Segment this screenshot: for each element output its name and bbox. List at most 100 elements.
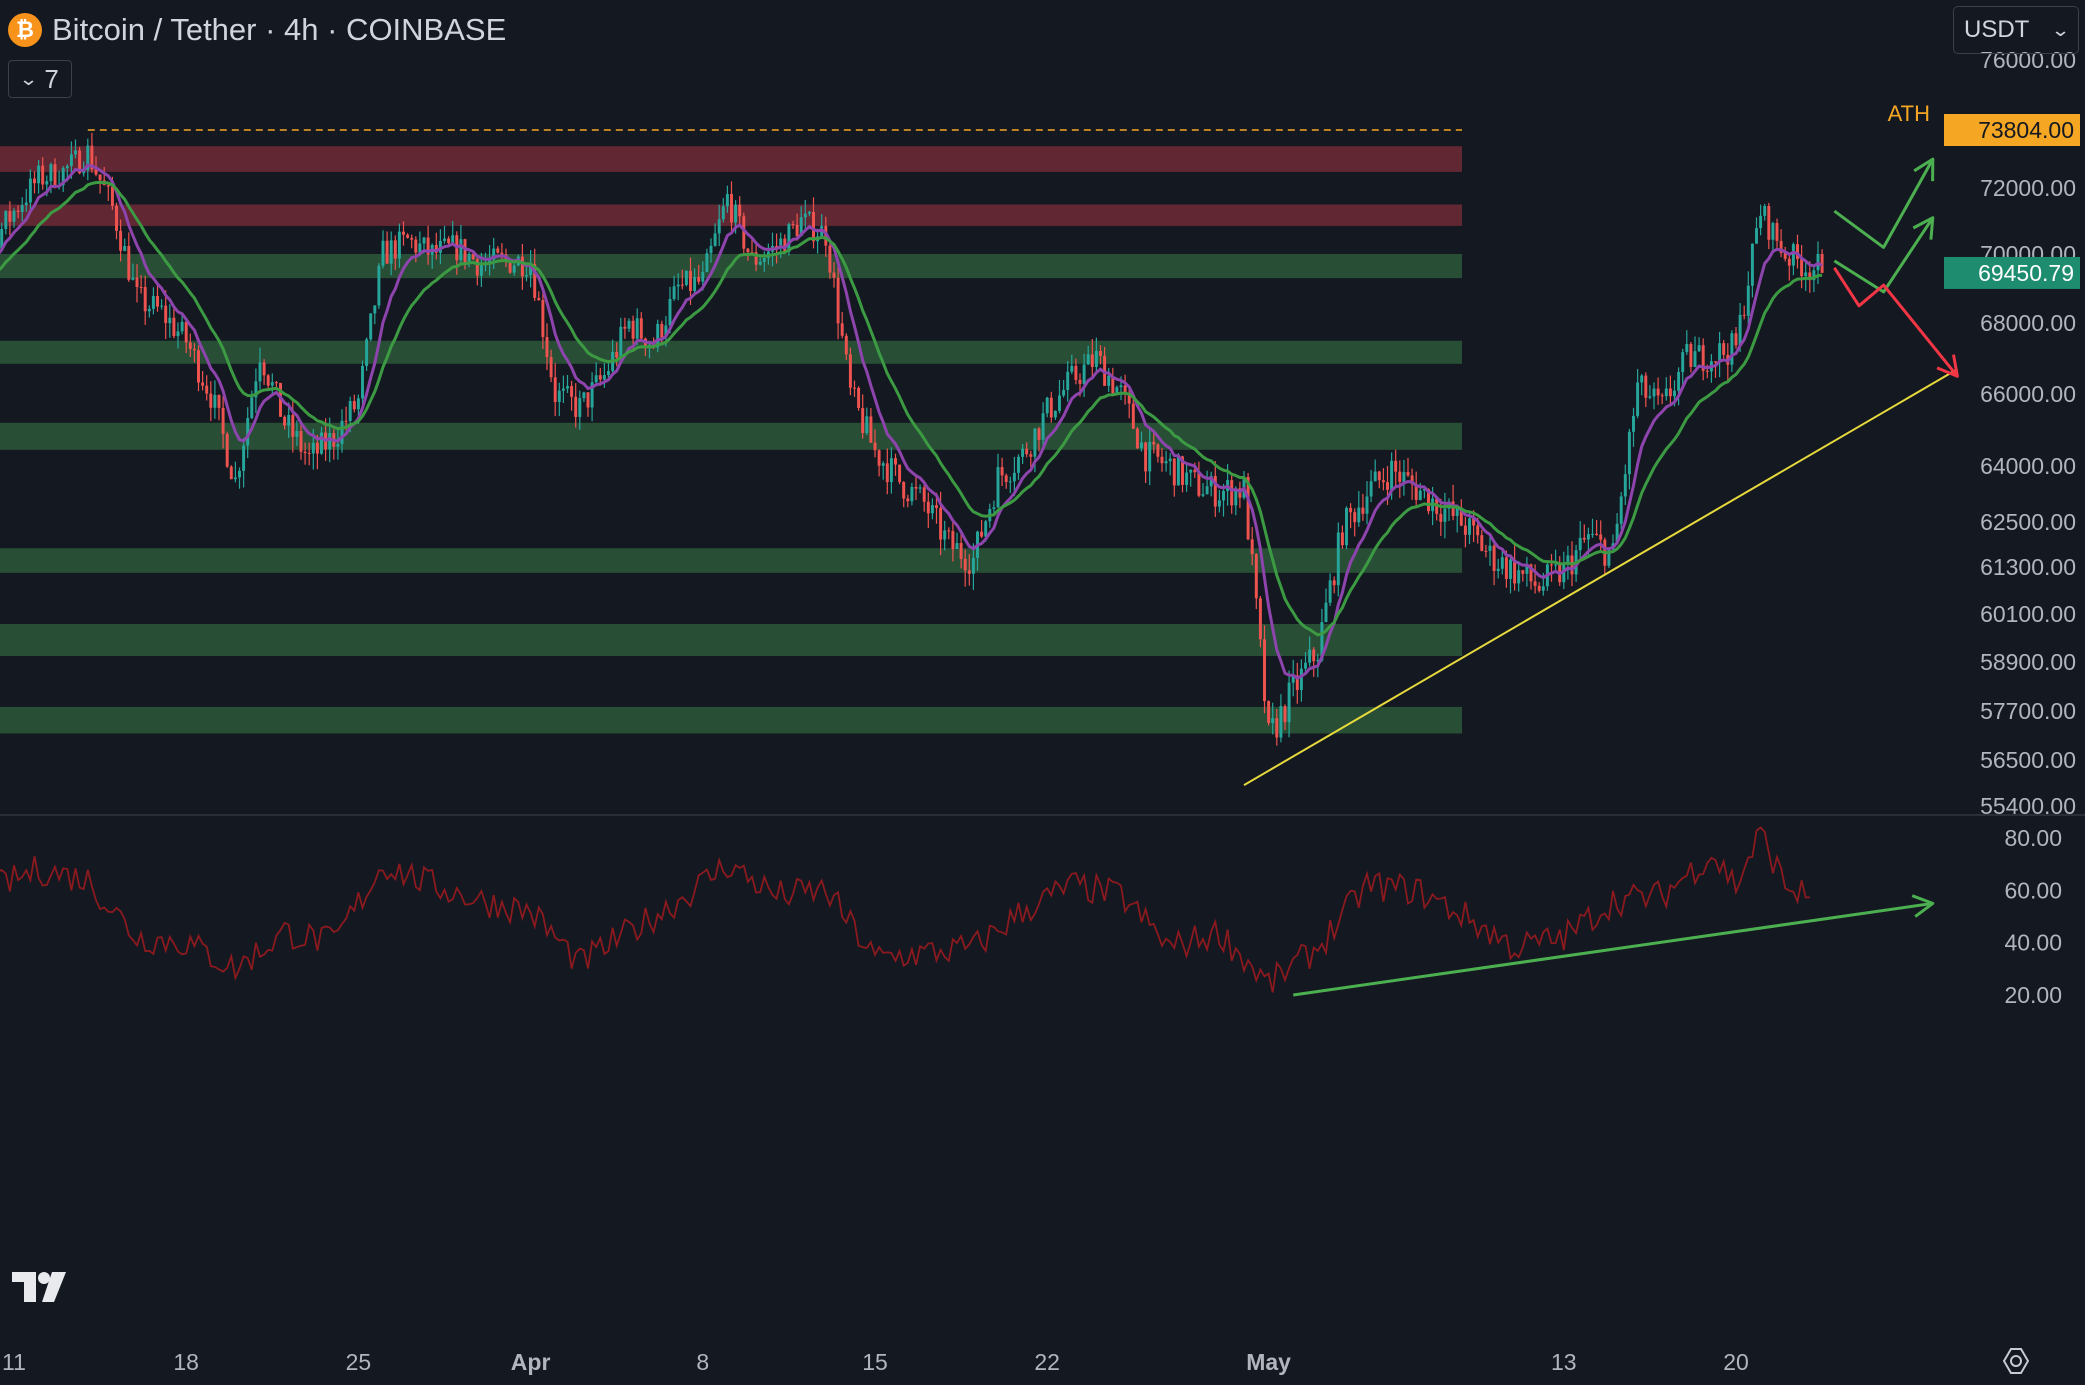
candle-body (16, 210, 20, 213)
candle-body (1045, 397, 1049, 414)
ema-fast-line (0, 163, 1823, 680)
last-price-badge-label: 69450.79 (1978, 260, 2074, 286)
time-tick-label: May (1246, 1349, 1291, 1375)
candle-body (574, 396, 578, 417)
candle-body (192, 348, 196, 351)
candle-body (20, 205, 24, 213)
price-tick-label: 62500.00 (1980, 509, 2076, 535)
candle-body (668, 299, 672, 326)
candle-body (1033, 428, 1037, 457)
rsi-tick-label: 20.00 (2004, 982, 2062, 1008)
candle-body (1488, 545, 1492, 551)
candle-body (1070, 365, 1074, 372)
candle-body (656, 323, 660, 348)
candle-body (303, 451, 307, 453)
candle-body (1299, 668, 1303, 691)
candle-body (139, 286, 143, 288)
candle-body (869, 416, 873, 443)
candle-body (1078, 379, 1082, 384)
candle-body (1008, 481, 1012, 483)
candle-body (393, 240, 397, 259)
candle-body (1705, 370, 1709, 372)
candle-body (541, 300, 545, 338)
indicators-collapse-button[interactable]: ⌄ 7 (8, 60, 72, 98)
candle-body (1332, 580, 1336, 586)
price-tick-label: 60100.00 (1980, 601, 2076, 627)
candle-body (586, 392, 590, 408)
rsi-layer (0, 814, 2085, 997)
candle-body (578, 398, 582, 417)
candle-body (299, 431, 303, 452)
candle-body (1504, 557, 1508, 579)
candle-body (717, 219, 721, 234)
candle-body (1427, 489, 1430, 512)
candle-body (1627, 431, 1631, 475)
candle-body (1062, 389, 1066, 396)
candle-body (664, 325, 668, 338)
candle-body (791, 224, 795, 226)
trendline (1243, 368, 1958, 786)
candle-body (1312, 649, 1316, 662)
candle-body (238, 470, 241, 478)
symbol-header[interactable]: ₿ Bitcoin / Tether · 4h · COINBASE (8, 8, 506, 52)
candle-body (783, 238, 787, 252)
candle-body (1099, 350, 1102, 356)
indicator-count: 7 (44, 63, 59, 94)
candle-body (233, 477, 237, 480)
candle-body (508, 259, 512, 273)
candle-body (1197, 472, 1201, 496)
candle-body (529, 263, 533, 276)
candle-body (570, 386, 574, 397)
time-tick-label: 15 (862, 1349, 888, 1375)
time-tick-label: 20 (1723, 1349, 1749, 1375)
candle-body (697, 276, 701, 282)
candle-body (451, 235, 455, 244)
candle-body (53, 164, 57, 187)
candle-body (127, 245, 131, 280)
candle-body (848, 354, 852, 388)
candle-body (1316, 660, 1320, 662)
candle-body (623, 326, 627, 329)
time-tick-label: 22 (1034, 1349, 1060, 1375)
candle-body (701, 271, 705, 282)
candle-body (832, 272, 836, 278)
candle-body (1164, 461, 1168, 464)
candle-body (1738, 314, 1742, 346)
support-zone (0, 624, 1462, 656)
candle-body (1500, 557, 1504, 569)
candle-body (865, 416, 869, 434)
candle-body (463, 239, 467, 263)
candle-body (684, 270, 688, 285)
candle-body (348, 401, 352, 422)
candle-body (1455, 507, 1459, 516)
candle-body (1222, 490, 1225, 501)
candle-body (78, 150, 82, 174)
candle-body (459, 239, 463, 261)
gear-icon[interactable] (2001, 1346, 2031, 1376)
candle-body (1152, 441, 1156, 445)
candle-body (1185, 472, 1189, 485)
candle-body (340, 420, 344, 445)
candle-body (1025, 448, 1029, 455)
price-tick-label: 57700.00 (1980, 698, 2076, 724)
price-tick-label: 72000.00 (1980, 175, 2076, 201)
candle-body (426, 237, 430, 255)
price-tick-label: 55400.00 (1980, 793, 2076, 819)
symbol-title[interactable]: Bitcoin / Tether · 4h · COINBASE (52, 12, 507, 47)
candle-body (619, 326, 623, 358)
candle-body (361, 365, 364, 399)
candle-body (545, 337, 549, 358)
candle-body (1340, 532, 1344, 546)
currency-select[interactable]: USDT ⌄ (1953, 6, 2079, 54)
candle-body (1127, 392, 1131, 404)
scenario-arrow-up-2 (1833, 216, 1935, 294)
candle-body (1386, 482, 1389, 490)
candle-body (1451, 501, 1455, 516)
candle-body (307, 452, 311, 454)
candle-body (721, 206, 725, 220)
candle-body (520, 256, 524, 277)
candle-body (1689, 344, 1693, 367)
ema-layer (0, 163, 1823, 680)
